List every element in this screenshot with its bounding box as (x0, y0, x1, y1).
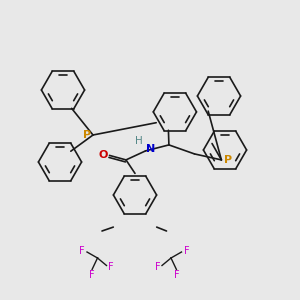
Text: F: F (89, 270, 94, 280)
Text: N: N (146, 144, 155, 154)
Text: O: O (98, 150, 107, 161)
Text: F: F (174, 270, 180, 280)
Text: P: P (224, 155, 232, 165)
Text: F: F (108, 262, 114, 272)
Text: F: F (184, 246, 189, 256)
Text: F: F (79, 246, 85, 256)
Text: F: F (155, 262, 160, 272)
Text: H: H (135, 136, 143, 146)
Text: P: P (83, 130, 92, 140)
